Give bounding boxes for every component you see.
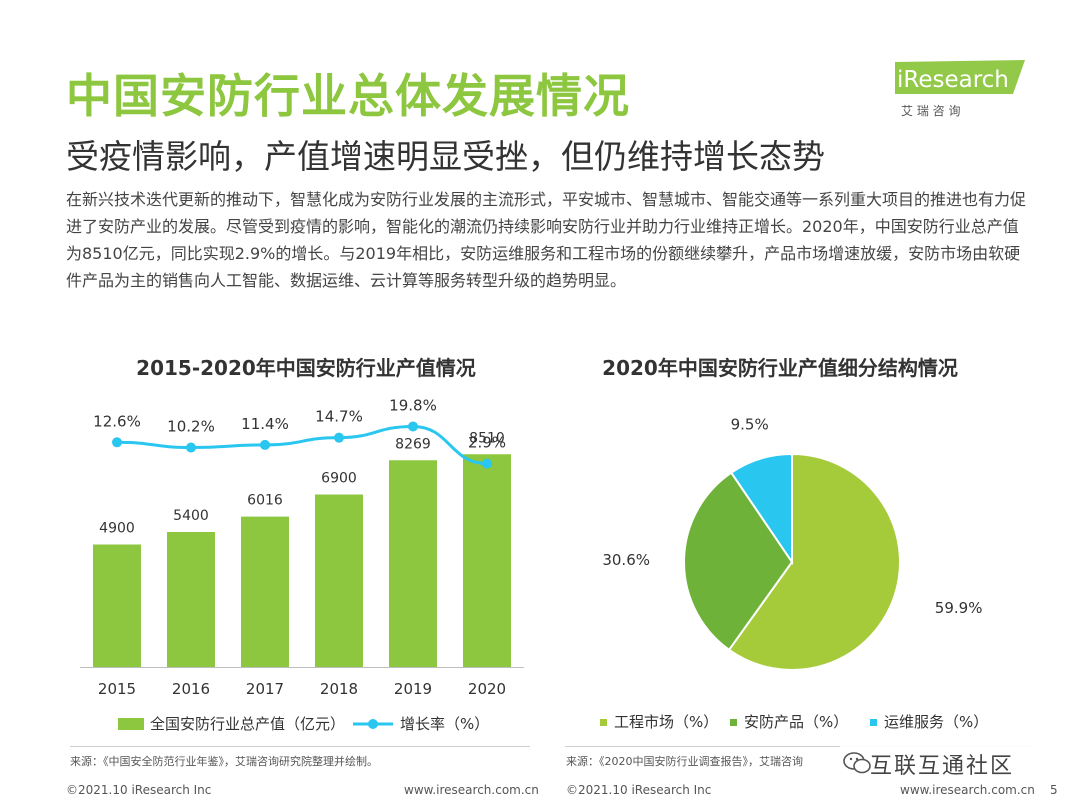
legend-line-marker	[368, 719, 378, 729]
pie-slice-1	[727, 452, 901, 671]
growth-label-2015: 12.6%	[93, 412, 141, 430]
bar-2019	[389, 460, 437, 667]
legend-swatch-1	[600, 719, 607, 726]
x-tick-2015: 2015	[98, 680, 136, 698]
legend-bar-label: 全国安防行业总产值（亿元）	[150, 715, 345, 733]
pie-slice-3	[729, 452, 793, 566]
bar-label-2017: 6016	[247, 493, 283, 509]
footer-copyright: ©2021.10 iResearch Inc	[66, 783, 212, 797]
pie-slice-2	[683, 471, 794, 652]
watermark-text: 互联互通社区	[870, 754, 1015, 779]
bar-2016	[167, 532, 215, 667]
footer-url-right[interactable]: www.iresearch.com.cn	[900, 783, 1035, 797]
source-divider-right	[565, 746, 1035, 747]
x-tick-2020: 2020	[468, 680, 506, 698]
intro-paragraph: 在新兴技术迭代更新的推动下，智慧化成为安防行业发展的主流形式，平安城市、智慧城市…	[66, 190, 1027, 290]
pie-label-3: 9.5%	[731, 415, 769, 433]
pie-label-1: 59.9%	[935, 599, 983, 617]
logo-cn: 艾 瑞 咨 询	[901, 103, 960, 118]
bar-label-2018: 6900	[321, 471, 357, 487]
growth-label-2019: 19.8%	[389, 396, 437, 414]
footer-url[interactable]: www.iresearch.com.cn	[404, 783, 539, 797]
bar-label-2015: 4900	[99, 521, 135, 537]
footer-copyright-right: ©2021.10 iResearch Inc	[566, 783, 712, 797]
growth-label-2017: 11.4%	[241, 415, 289, 433]
legend-swatch-3	[870, 719, 877, 726]
wechat-icon	[843, 752, 871, 774]
growth-point-2018	[334, 432, 344, 443]
growth-point-2019	[408, 421, 418, 432]
source-divider-left	[70, 746, 530, 747]
page-number: 5	[1050, 783, 1058, 797]
bar-label-2020: 8510	[469, 430, 505, 446]
legend-label-1: 工程市场（%）	[614, 713, 718, 731]
growth-point-2020	[482, 458, 492, 469]
growth-label-2018: 14.7%	[315, 408, 363, 426]
bar-label-2016: 5400	[173, 508, 209, 524]
growth-point-2017	[260, 439, 270, 450]
x-tick-2017: 2017	[246, 680, 284, 698]
growth-point-2016	[186, 442, 196, 453]
x-tick-2016: 2016	[172, 680, 210, 698]
bar-chart-title: 2015-2020年中国安防行业产值情况	[136, 356, 476, 380]
x-tick-2018: 2018	[320, 680, 358, 698]
watermark-backdrop	[840, 745, 1045, 781]
bar-2020	[463, 454, 511, 667]
bar-line-chart: 4900 2015 5400 2016 6016 2017 6900 2018 8269 2019…	[80, 396, 524, 733]
pie-chart-title: 2020年中国安防行业产值细分结构情况	[602, 356, 958, 380]
legend-line-label: 增长率（%）	[400, 715, 489, 733]
page-title: 中国安防行业总体发展情况	[66, 69, 630, 123]
source-left: 来源：《中国安全防范行业年鉴》，艾瑞咨询研究院整理并绘制。	[70, 755, 378, 768]
growth-point-2015	[112, 437, 122, 448]
bar-2017	[241, 516, 289, 667]
growth-label-2016: 10.2%	[167, 418, 215, 436]
x-tick-2019: 2019	[394, 680, 432, 698]
growth-label-2020: 2.9%	[468, 434, 506, 452]
legend-swatch-2	[730, 719, 737, 726]
source-right: 来源：《2020中国安防行业调查报告》，艾瑞咨询	[566, 755, 803, 768]
legend-label-2: 安防产品（%）	[744, 713, 848, 731]
legend-bar-swatch	[118, 718, 144, 730]
bar-2018	[315, 494, 363, 667]
bar-2015	[93, 544, 141, 667]
bar-label-2019: 8269	[395, 436, 431, 452]
legend-label-3: 运维服务（%）	[884, 713, 988, 731]
page-subtitle: 受疫情影响，产值增速明显受挫，但仍维持增长态势	[66, 137, 825, 176]
iresearch-logo: iResearch 艾 瑞 咨 询	[895, 60, 1025, 118]
logo-brand: iResearch	[897, 67, 1009, 93]
pie-chart: 59.9% 30.6% 9.5% 工程市场（%） 安防产品（%） 运维服务（%）	[600, 415, 988, 731]
pie-label-2: 30.6%	[602, 551, 650, 569]
